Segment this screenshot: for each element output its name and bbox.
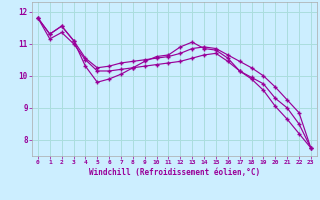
X-axis label: Windchill (Refroidissement éolien,°C): Windchill (Refroidissement éolien,°C) <box>89 168 260 177</box>
